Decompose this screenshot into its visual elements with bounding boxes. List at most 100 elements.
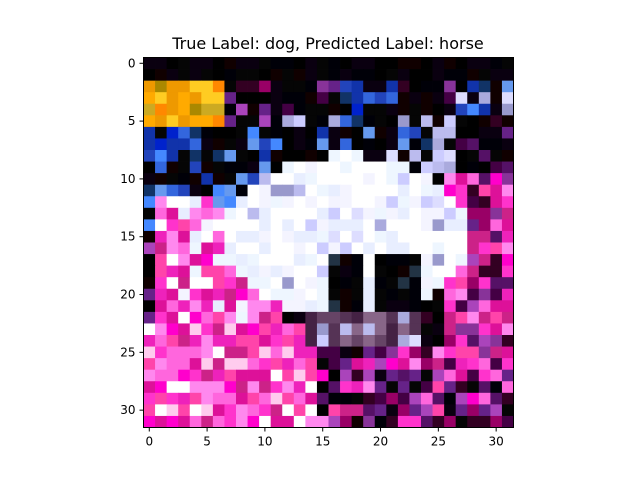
image-pixel [340, 369, 353, 382]
image-pixel [224, 173, 237, 186]
image-pixel [340, 115, 353, 128]
image-pixel [501, 207, 514, 220]
image-pixel [444, 80, 457, 93]
image-pixel [374, 288, 387, 301]
image-pixel [432, 392, 445, 405]
image-pixel [397, 173, 410, 186]
image-pixel [270, 265, 283, 278]
image-pixel [501, 219, 514, 232]
image-pixel [224, 219, 237, 232]
image-pixel [478, 207, 491, 220]
image-pixel [478, 254, 491, 267]
image-pixel [328, 335, 341, 347]
image-pixel [455, 196, 468, 209]
image-pixel [501, 80, 514, 93]
image-pixel [282, 415, 295, 428]
image-pixel [155, 300, 168, 313]
image-pixel [143, 254, 156, 267]
image-pixel [316, 115, 329, 128]
image-pixel [421, 207, 433, 220]
image-pixel [490, 277, 503, 290]
image-pixel [490, 126, 503, 139]
image-pixel [478, 115, 491, 128]
image-pixel [386, 254, 399, 267]
image-pixel [143, 57, 156, 70]
image-pixel [236, 335, 248, 347]
image-pixel [212, 346, 225, 359]
image-pixel [340, 288, 353, 301]
image-pixel [178, 323, 191, 336]
image-pixel [467, 80, 480, 93]
image-pixel [432, 358, 445, 371]
image-pixel [143, 92, 156, 105]
image-pixel [444, 381, 457, 394]
image-pixel [386, 381, 399, 394]
image-pixel [155, 404, 168, 417]
image-pixel [201, 150, 214, 162]
image-pixel [247, 381, 260, 394]
image-pixel [201, 415, 214, 428]
image-pixel [236, 115, 248, 128]
image-pixel [363, 404, 376, 417]
image-pixel [305, 323, 318, 336]
image-pixel [305, 80, 318, 93]
image-pixel [305, 265, 318, 278]
image-pixel [178, 311, 191, 324]
image-pixel [444, 126, 457, 139]
image-pixel [305, 207, 318, 220]
image-pixel [305, 346, 318, 359]
image-pixel [455, 311, 468, 324]
image-pixel [432, 381, 445, 394]
image-pixel [444, 103, 457, 116]
image-pixel [143, 300, 156, 313]
image-pixel [155, 103, 168, 116]
image-pixel [212, 242, 225, 255]
image-pixel [490, 230, 503, 243]
image-pixel [293, 277, 306, 290]
image-pixel [501, 230, 514, 243]
image-pixel [374, 161, 387, 174]
image-pixel [293, 265, 306, 278]
image-pixel [305, 415, 318, 428]
image-pixel [397, 288, 410, 301]
image-pixel [328, 184, 341, 197]
image-pixel [328, 207, 341, 220]
image-pixel [293, 323, 306, 336]
image-pixel [166, 346, 179, 359]
image-pixel [212, 196, 225, 209]
image-pixel [374, 115, 387, 128]
image-pixel [247, 161, 260, 174]
image-pixel [501, 126, 514, 139]
image-pixel [224, 300, 237, 313]
image-pixel [259, 300, 272, 313]
image-pixel [467, 207, 480, 220]
image-pixel [270, 173, 283, 186]
image-pixel [247, 115, 260, 128]
image-pixel [201, 219, 214, 232]
image-pixel [166, 265, 179, 278]
image-pixel [386, 358, 399, 371]
image-pixel [432, 184, 445, 197]
image-pixel [467, 196, 480, 209]
image-pixel [212, 69, 225, 82]
image-pixel [316, 126, 329, 139]
image-pixel [166, 184, 179, 197]
image-pixel [467, 173, 480, 186]
image-pixel [409, 300, 422, 313]
image-pixel [282, 103, 295, 116]
image-pixel [143, 138, 156, 151]
image-pixel [316, 161, 329, 174]
image-pixel [166, 219, 179, 232]
image-pixel [236, 57, 248, 70]
image-pixel [236, 207, 248, 220]
image-pixel [189, 265, 202, 278]
image-pixel [166, 173, 179, 186]
image-pixel [444, 219, 457, 232]
x-tick-label: 30 [489, 435, 504, 449]
image-pixel [340, 323, 353, 336]
image-pixel [397, 311, 410, 324]
image-pixel [189, 92, 202, 105]
image-pixel [212, 323, 225, 336]
image-pixel [155, 184, 168, 197]
